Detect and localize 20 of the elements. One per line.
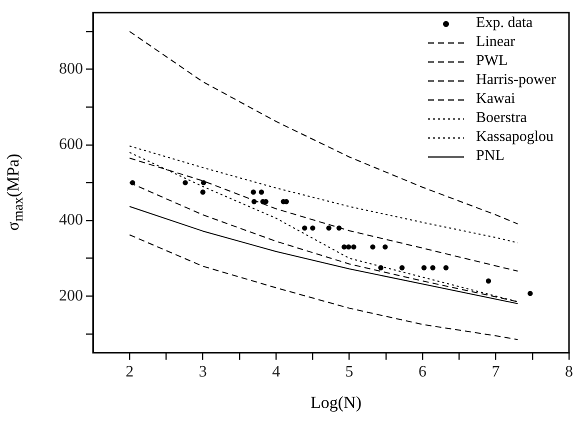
x-tick-label: 8 xyxy=(565,364,573,381)
legend-label: Harris-power xyxy=(476,71,556,90)
x-tick-label: 4 xyxy=(272,364,280,381)
x-tick-label: 6 xyxy=(418,364,427,381)
y-tick-label: 400 xyxy=(59,212,83,229)
y-tick-label: 800 xyxy=(59,60,83,78)
x-tick-label: 5 xyxy=(345,364,354,381)
legend-label: Boerstra xyxy=(476,109,527,128)
x-tick-label: 7 xyxy=(492,364,500,381)
legend-label: Kawai xyxy=(476,90,516,109)
x-axis-title: Log(N) xyxy=(310,393,362,413)
legend-label: Linear xyxy=(476,33,516,52)
y-tick-label: 200 xyxy=(59,287,83,304)
x-tick-label: 3 xyxy=(198,364,207,381)
legend-label: Kassapoglou xyxy=(476,128,554,147)
x-tick-label: 2 xyxy=(126,364,134,381)
legend-label: Exp. data xyxy=(476,14,533,33)
legend-label: PNL xyxy=(476,147,504,166)
legend-label: PWL xyxy=(476,52,508,71)
y-tick-label: 600 xyxy=(59,136,83,154)
